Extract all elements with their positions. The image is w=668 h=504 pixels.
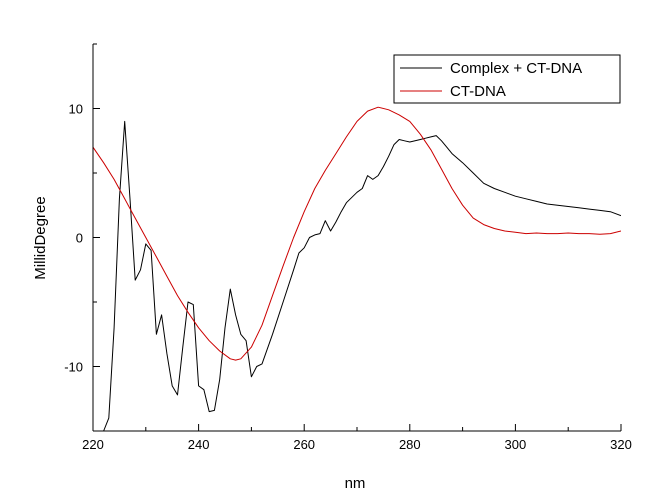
legend: Complex + CT-DNA CT-DNA (393, 54, 621, 104)
x-tick-label: 320 (610, 437, 632, 452)
y-axis-title: MillidDegree (32, 196, 49, 279)
series-line-1 (93, 106, 621, 361)
series-line-0 (103, 120, 621, 431)
legend-label-complex: Complex + CT-DNA (450, 60, 582, 77)
x-tick-label: 280 (399, 437, 421, 452)
x-tick-label: 240 (188, 437, 210, 452)
legend-label-ctdna: CT-DNA (450, 83, 506, 100)
x-tick-label: 220 (82, 437, 104, 452)
x-tick-label: 260 (293, 437, 315, 452)
legend-box (393, 54, 621, 104)
x-axis-title: nm (345, 475, 366, 492)
x-tick-label: 300 (505, 437, 527, 452)
series-layer (93, 106, 621, 431)
y-tick-label: -10 (64, 360, 83, 375)
y-tick-label: 0 (76, 231, 83, 246)
y-tick-label: 10 (69, 102, 83, 117)
axes: 220 240 260 280 300 320 -10 0 10 (64, 43, 632, 452)
